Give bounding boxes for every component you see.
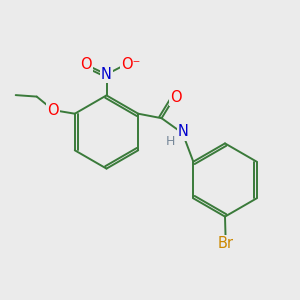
Text: H: H <box>165 135 175 148</box>
Text: N: N <box>101 67 112 82</box>
Text: O: O <box>47 103 59 118</box>
Text: N: N <box>178 124 189 140</box>
Text: O: O <box>80 57 92 72</box>
Text: Br: Br <box>218 236 234 251</box>
Text: O: O <box>170 90 182 105</box>
Text: O⁻: O⁻ <box>122 57 141 72</box>
